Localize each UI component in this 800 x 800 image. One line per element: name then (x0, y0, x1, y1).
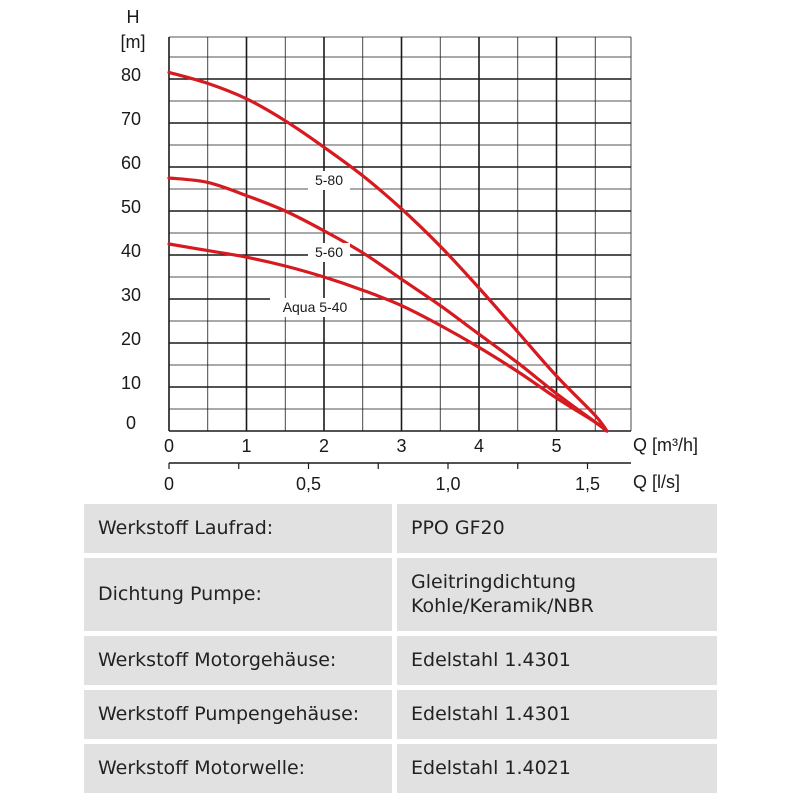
x-axis-label-secondary: Q [l/s] (633, 472, 680, 492)
spec-row: Werkstoff Motorgehäuse: Edelstahl 1.4301 (84, 636, 717, 685)
x-tick-label-secondary: 0 (164, 474, 174, 494)
spec-value-line: Edelstahl 1.4301 (411, 702, 571, 725)
x-tick-label-secondary: 0,5 (296, 474, 321, 494)
series-line-2 (167, 242, 609, 433)
y-tick-label: 0 (126, 413, 136, 433)
x-tick-label-secondary: 1,5 (575, 474, 600, 494)
spec-table: Werkstoff Laufrad: PPO GF20 Dichtung Pum… (84, 504, 717, 798)
spec-value-line-2: Kohle/Keramik/NBR (411, 594, 594, 617)
spec-value: Gleitringdichtung Kohle/Keramik/NBR (397, 558, 717, 631)
y-axis-unit: [m] (121, 32, 146, 52)
series-label: 5-60 (315, 244, 343, 260)
spec-row: Werkstoff Laufrad: PPO GF20 (84, 504, 717, 553)
x-axis-label-primary: Q [m³/h] (633, 435, 698, 455)
x-tick-label-secondary: 1,0 (435, 474, 460, 494)
spec-value-line: Gleitringdichtung (411, 570, 577, 593)
spec-row: Werkstoff Motorwelle: Edelstahl 1.4021 (84, 744, 717, 793)
series-label: 5-80 (315, 172, 343, 188)
y-tick-label: 60 (121, 153, 141, 173)
x-tick-label-primary: 1 (241, 436, 251, 456)
y-tick-label: 10 (121, 373, 141, 393)
spec-value-line: PPO GF20 (411, 516, 505, 539)
spec-label: Werkstoff Pumpengehäuse: (84, 690, 392, 739)
y-axis-symbol: H (127, 7, 140, 27)
spec-label: Werkstoff Motorwelle: (84, 744, 392, 793)
y-tick-label: 50 (121, 197, 141, 217)
spec-row: Dichtung Pumpe: Gleitringdichtung Kohle/… (84, 558, 717, 631)
chart-series (167, 70, 609, 433)
chart-grid (168, 36, 632, 469)
series-line-0 (167, 70, 609, 433)
x-tick-label-primary: 2 (319, 436, 329, 456)
spec-value: Edelstahl 1.4021 (397, 744, 717, 793)
x-tick-label-primary: 4 (474, 436, 484, 456)
x-tick-label-primary: 3 (396, 436, 406, 456)
spec-label: Werkstoff Laufrad: (84, 504, 392, 553)
spec-row: Werkstoff Pumpengehäuse: Edelstahl 1.430… (84, 690, 717, 739)
series-label-background (270, 298, 360, 317)
spec-value-line: Edelstahl 1.4301 (411, 648, 571, 671)
series-label: Aqua 5-40 (283, 299, 348, 315)
y-tick-label: 40 (121, 241, 141, 261)
x-tick-label-primary: 5 (551, 436, 561, 456)
y-tick-label: 20 (121, 329, 141, 349)
series-label-background (308, 171, 350, 190)
spec-value: PPO GF20 (397, 504, 717, 553)
spec-label: Werkstoff Motorgehäuse: (84, 636, 392, 685)
spec-value-line: Edelstahl 1.4021 (411, 756, 571, 779)
x-tick-label-primary: 0 (164, 436, 174, 456)
y-tick-label: 80 (121, 65, 141, 85)
y-tick-label: 70 (121, 109, 141, 129)
series-label-background (308, 243, 350, 262)
y-tick-label: 30 (121, 285, 141, 305)
spec-value: Edelstahl 1.4301 (397, 690, 717, 739)
spec-value: Edelstahl 1.4301 (397, 636, 717, 685)
series-line-1 (167, 176, 609, 433)
spec-label: Dichtung Pumpe: (84, 558, 392, 631)
